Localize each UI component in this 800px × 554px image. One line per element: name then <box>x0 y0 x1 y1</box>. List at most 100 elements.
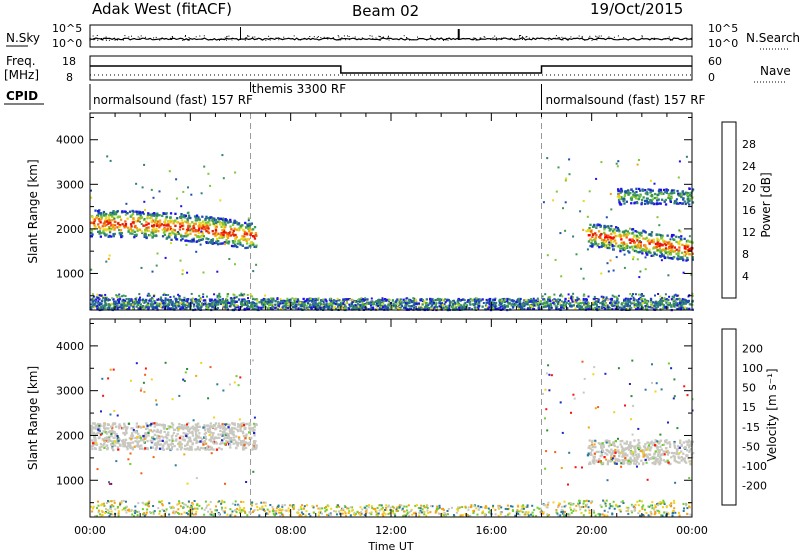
echo-cell <box>201 215 204 218</box>
echo-cell <box>225 219 228 222</box>
echo-cell <box>639 233 642 236</box>
echo-cell <box>252 243 255 247</box>
echo-cell <box>622 199 625 203</box>
echo-cell <box>117 300 121 303</box>
echo-cell <box>649 199 652 202</box>
echo-cell <box>457 298 460 301</box>
echo-cell <box>99 424 102 427</box>
echo-cell <box>678 160 681 163</box>
echo-cell <box>256 305 259 308</box>
echo-cell <box>229 438 232 441</box>
echo-cell <box>257 306 260 309</box>
echo-cell <box>623 242 626 245</box>
echo-cell <box>478 305 480 307</box>
echo-cell <box>234 171 237 174</box>
echo-cell <box>632 239 635 243</box>
echo-cell <box>681 191 684 194</box>
echo-cell <box>232 298 235 300</box>
echo-cell <box>227 302 230 304</box>
echo-cell <box>214 218 218 222</box>
echo-cell <box>128 437 131 440</box>
echo-cell <box>651 189 654 192</box>
echo-cell <box>116 307 119 310</box>
echo-cell <box>323 303 327 306</box>
echo-cell <box>620 187 623 191</box>
echo-cell <box>681 457 684 460</box>
echo-cell <box>444 298 447 301</box>
noise-search-dot <box>155 36 157 38</box>
echo-cell <box>664 293 667 296</box>
echo-cell <box>232 430 235 433</box>
echo-cell <box>175 238 178 241</box>
echo-cell <box>175 438 178 441</box>
echo-cell <box>469 297 472 300</box>
echo-cell <box>105 439 108 442</box>
echo-cell <box>366 303 368 305</box>
echo-cell <box>615 462 618 465</box>
echo-cell <box>115 294 118 297</box>
echo-cell <box>277 306 279 309</box>
echo-cell <box>221 236 224 239</box>
echo-cell <box>543 301 546 304</box>
echo-cell <box>92 442 95 445</box>
echo-cell <box>228 429 231 432</box>
noise-search-dot <box>254 36 256 38</box>
echo-cell <box>187 239 190 243</box>
noise-search-dot <box>114 39 116 41</box>
echo-cell <box>154 442 157 445</box>
echo-cell <box>215 304 218 307</box>
echo-cell <box>319 301 322 304</box>
echo-cell <box>676 258 680 261</box>
echo-cell <box>179 225 182 229</box>
echo-cell <box>631 190 635 193</box>
echo-cell <box>481 298 484 301</box>
echo-cell <box>599 234 602 237</box>
echo-cell <box>636 163 639 166</box>
echo-cell <box>630 453 633 456</box>
echo-cell <box>517 304 520 307</box>
echo-cell <box>641 295 644 297</box>
echo-cell <box>179 223 182 226</box>
echo-cell <box>591 243 595 246</box>
echo-cell <box>634 306 637 308</box>
echo-cell <box>176 432 179 436</box>
echo-cell <box>108 231 112 234</box>
echo-cell <box>254 232 258 235</box>
echo-cell <box>664 299 667 302</box>
echo-cell <box>653 252 656 255</box>
echo-cell <box>660 249 663 252</box>
echo-cell <box>167 433 170 437</box>
echo-cell <box>669 192 672 195</box>
echo-cell <box>117 439 120 443</box>
echo-cell <box>404 306 407 309</box>
noise-search-dot <box>348 36 350 37</box>
echo-cell <box>203 426 207 429</box>
noise-search-dot <box>565 37 567 39</box>
echo-cell <box>151 422 154 425</box>
echo-cell <box>371 306 375 309</box>
echo-cell <box>179 259 182 262</box>
echo-cell <box>195 440 198 443</box>
echo-cell <box>274 299 277 302</box>
echo-cell <box>102 214 106 217</box>
echo-cell <box>201 232 205 236</box>
echo-cell <box>236 242 239 245</box>
echo-cell <box>130 225 133 228</box>
echo-cell <box>338 304 341 306</box>
echo-cell <box>685 243 688 246</box>
echo-cell <box>152 295 155 298</box>
echo-cell <box>187 211 190 214</box>
echo-cell <box>623 305 626 308</box>
echo-cell <box>163 426 166 429</box>
echo-cell <box>616 307 619 310</box>
echo-cell <box>188 304 191 307</box>
echo-cell <box>212 232 215 236</box>
echo-cell <box>159 439 162 443</box>
echo-cell <box>251 305 254 308</box>
echo-cell <box>656 216 659 219</box>
echo-cell <box>294 299 297 302</box>
echo-cell <box>142 425 145 428</box>
echo-cell <box>627 303 630 306</box>
echo-cell <box>95 432 99 436</box>
echo-cell <box>127 298 130 301</box>
